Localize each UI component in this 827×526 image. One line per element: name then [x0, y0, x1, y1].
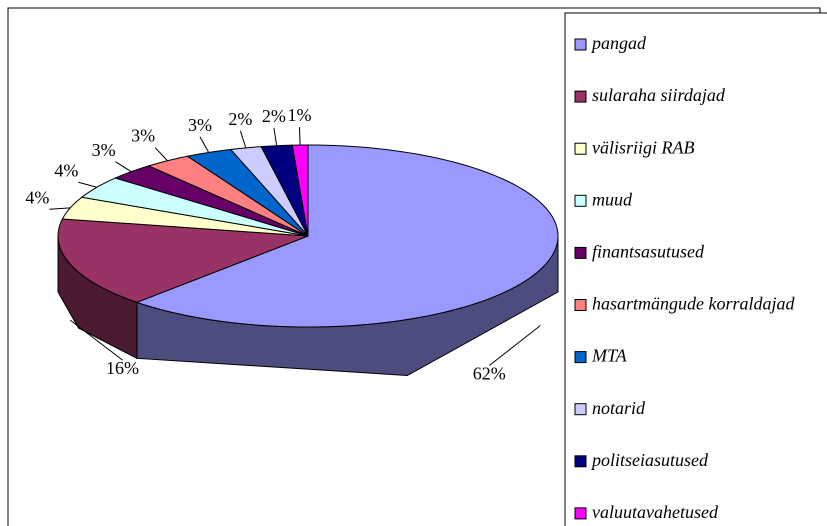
- legend-swatch: [574, 246, 587, 259]
- data-label: 2%: [228, 109, 252, 129]
- legend-swatch: [574, 507, 587, 520]
- leader-line: [78, 181, 98, 188]
- legend-label: välisriigi RAB: [592, 137, 695, 157]
- leader-line: [298, 127, 301, 146]
- data-label: 3%: [92, 140, 116, 160]
- legend-label: valuutavahetused: [592, 502, 719, 522]
- legend-label: muud: [592, 189, 633, 209]
- legend-swatch: [574, 455, 587, 468]
- leader-line: [49, 207, 71, 210]
- legend-label: notarid: [592, 398, 646, 418]
- leader-line: [199, 136, 210, 153]
- legend-label: hasartmängude korraldajad: [592, 294, 796, 314]
- data-label: 3%: [131, 126, 155, 146]
- leader-line: [69, 319, 123, 361]
- data-label: 62%: [473, 364, 506, 384]
- legend-swatch: [574, 403, 587, 416]
- data-label: 1%: [287, 105, 311, 125]
- data-label: 2%: [262, 106, 286, 126]
- legend-swatch: [574, 194, 587, 207]
- legend-label: MTA: [591, 346, 628, 366]
- data-label: 4%: [54, 160, 78, 180]
- pie-slice: [135, 144, 559, 328]
- legend-label: finantsasutused: [592, 242, 705, 262]
- legend-label: pangad: [590, 33, 647, 53]
- leader-line: [239, 130, 247, 149]
- pie-slice: [80, 177, 309, 237]
- legend-label: politseiasutused: [590, 450, 709, 470]
- data-label: 3%: [188, 115, 212, 135]
- leader-line: [154, 147, 168, 162]
- legend-label: sularaha siirdajad: [592, 85, 726, 105]
- legend-swatch: [574, 351, 587, 364]
- legend-box: [564, 12, 827, 526]
- leader-line: [488, 325, 541, 366]
- pie-slice: [57, 218, 309, 303]
- leader-line: [273, 127, 278, 146]
- legend-swatch: [574, 38, 587, 51]
- pie-slice: [147, 155, 309, 237]
- legend-swatch: [574, 142, 587, 155]
- legend-swatch: [574, 299, 587, 311]
- data-label: 16%: [106, 358, 139, 378]
- pie-slice: [61, 196, 309, 237]
- leader-line: [115, 161, 132, 173]
- data-label: 4%: [25, 187, 49, 207]
- legend-swatch: [574, 90, 587, 103]
